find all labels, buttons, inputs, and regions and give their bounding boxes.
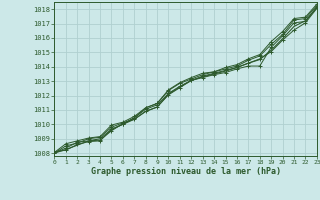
X-axis label: Graphe pression niveau de la mer (hPa): Graphe pression niveau de la mer (hPa)	[91, 167, 281, 176]
